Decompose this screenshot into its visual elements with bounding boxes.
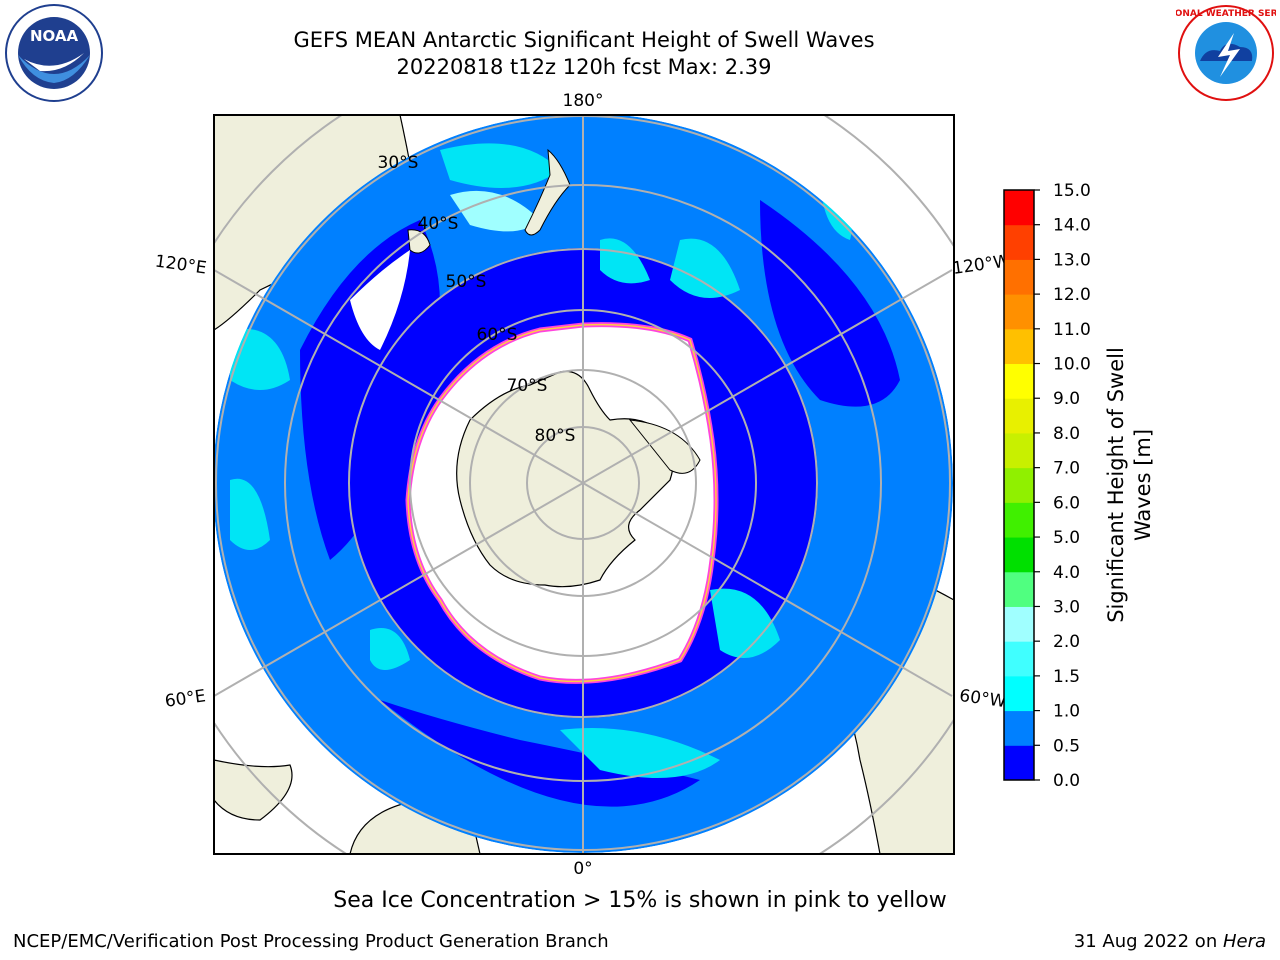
colorbar-tick-label: 11.0 [1053, 320, 1091, 340]
colorbar-tick-label: 7.0 [1053, 459, 1080, 479]
colorbar-tick-label: 14.0 [1053, 216, 1091, 236]
colorbar-segment [1004, 363, 1034, 399]
colorbar-segment [1004, 224, 1034, 260]
colorbar-segment [1004, 745, 1034, 781]
madagascar-land [214, 759, 293, 821]
colorbar-segment [1004, 398, 1034, 434]
colorbar-segment [1004, 710, 1034, 746]
swell-patch [450, 190, 540, 232]
colorbar-tick-label: 9.0 [1053, 389, 1080, 409]
graticule [214, 115, 954, 854]
lon-label-180: 180° [563, 91, 604, 111]
colorbar-segment [1004, 294, 1034, 330]
footer-branch: NCEP/EMC/Verification Post Processing Pr… [13, 931, 609, 952]
colorbar-frame [1003, 189, 1035, 781]
colorbar-segment [1004, 190, 1034, 226]
map-frame [213, 114, 955, 855]
chart-subtitle: 20220818 t12z 120h fcst Max: 2.39 [396, 55, 772, 79]
colorbar-segment [1004, 502, 1034, 538]
lon-label-120w: 120°W [951, 251, 1011, 279]
sea-ice-note: Sea Ice Concentration > 15% is shown in … [333, 888, 947, 913]
colorbar-segment [1004, 537, 1034, 573]
colorbar-segment [1004, 259, 1034, 295]
colorbar-segment [1004, 675, 1034, 712]
nws-logo-text: NATIONAL WEATHER SERVICE [1176, 9, 1276, 19]
colorbar-tick-label: 10.0 [1053, 355, 1091, 375]
lat-label-70s: 70°S [507, 376, 548, 396]
lat-label-40s: 40°S [418, 214, 459, 234]
footer-date-text: 31 Aug 2022 on [1073, 931, 1223, 952]
colorbar-tick-label: 1.5 [1053, 667, 1080, 687]
nws-logo: NATIONAL WEATHER SERVICE [1176, 5, 1276, 101]
colorbar-tick-label: 6.0 [1053, 493, 1080, 513]
lon-label-60w: 60°W [958, 686, 1007, 712]
colorbar-label-line2: Waves [m] [1131, 429, 1155, 541]
colorbar-tick-label: 0.0 [1053, 771, 1080, 791]
colorbar-tick-label: 13.0 [1053, 250, 1091, 270]
colorbar-tick-label: 0.5 [1053, 736, 1080, 756]
colorbar-segment [1004, 641, 1034, 677]
colorbar-tick-label: 15.0 [1053, 181, 1091, 201]
lat-label-80s: 80°S [535, 426, 576, 446]
colorbar: 0.0 0.5 1.0 1.5 2.0 3.0 4.0 5.0 6.0 7.0 8.0 9.0 10.0… [1003, 181, 1091, 791]
noaa-logo: NOAA [5, 4, 103, 102]
map-area [214, 115, 954, 854]
colorbar-tick-label: 3.0 [1053, 597, 1080, 617]
colorbar-tick-label: 12.0 [1053, 285, 1091, 305]
lon-label-0: 0° [573, 859, 592, 879]
colorbar-tick-label: 2.0 [1053, 632, 1080, 652]
colorbar-tick-label: 1.0 [1053, 702, 1080, 722]
lon-label-120e: 120°E [154, 252, 208, 279]
new-zealand-land [524, 148, 571, 236]
colorbar-segment [1004, 432, 1034, 469]
noaa-logo-text: NOAA [30, 27, 79, 45]
chart-title: GEFS MEAN Antarctic Significant Height o… [293, 28, 875, 52]
colorbar-segment [1004, 606, 1034, 642]
colorbar-segment [1004, 328, 1034, 365]
antarctica-land [456, 370, 674, 588]
lat-label-60s: 60°S [477, 325, 518, 345]
colorbar-tick-label: 4.0 [1053, 563, 1080, 583]
footer-host: Hera [1222, 931, 1266, 952]
colorbar-tick-label: 8.0 [1053, 424, 1080, 444]
colorbar-tick-label: 5.0 [1053, 528, 1080, 548]
colorbar-segment [1004, 467, 1034, 503]
colorbar-label-line1: Significant Height of Swell [1104, 347, 1128, 623]
lat-label-30s: 30°S [378, 153, 419, 173]
colorbar-segment [1004, 571, 1034, 607]
footer-date: 31 Aug 2022 on Hera [1074, 931, 1266, 952]
lat-label-50s: 50°S [446, 272, 487, 292]
lon-label-60e: 60°E [164, 686, 207, 711]
